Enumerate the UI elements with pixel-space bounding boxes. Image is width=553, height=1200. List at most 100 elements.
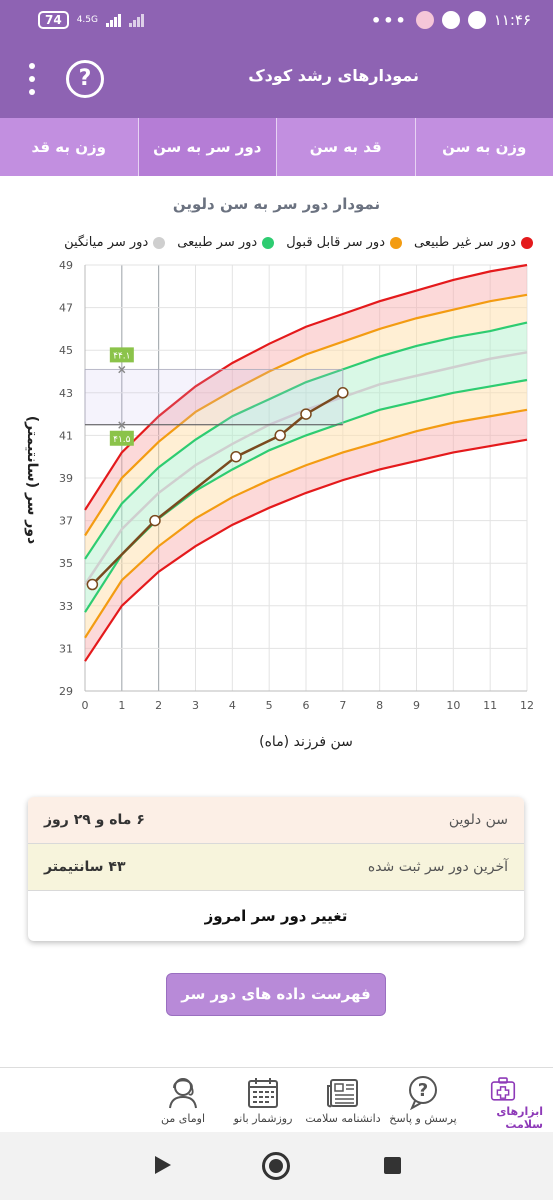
curve-abnormal_low (84, 438, 528, 662)
child-data-point (86, 578, 99, 591)
child-series-line (91, 391, 344, 586)
child-data-point (230, 450, 242, 463)
recent-apps-icon[interactable] (384, 1157, 401, 1174)
tab-head-for-age[interactable]: دور سر به سن (137, 118, 276, 176)
status-right: ••• ۱۱:۴۶ (371, 11, 531, 30)
x-tick-label: 9 (413, 699, 420, 712)
tab-weight-for-age[interactable]: وزن به سن (414, 118, 553, 176)
battery-icon: 74 (38, 11, 69, 29)
nav-label-encyclopedia: دانشنامه سلامت (305, 1112, 381, 1125)
x-tick-label: 5 (266, 699, 273, 712)
x-tick-label: 1 (118, 699, 125, 712)
nav-my-profile[interactable]: اومای من (143, 1068, 223, 1131)
nav-encyclopedia[interactable]: دانشنامه سلامت (303, 1068, 383, 1131)
first-aid-kit-icon (490, 1077, 516, 1101)
x-tick-label: 6 (303, 699, 310, 712)
system-nav-bar (0, 1132, 553, 1200)
y-tick-label: 29 (59, 685, 73, 698)
head-circumference-chart: 0 1 2 3 4 5 6 7 8 9 10 11 122931333537394143454749×۴… (59, 259, 534, 712)
signal-icon-2 (129, 13, 144, 27)
x-tick-label: 3 (192, 699, 199, 712)
newspaper-icon (327, 1079, 358, 1108)
legend-acceptable[interactable]: دور سر قابل قبول (286, 235, 402, 250)
chart-title: نمودار دور سر به سن دلوین (172, 195, 381, 213)
age-value: ۶ ماه و ۲۹ روز (44, 812, 145, 828)
status-bar: 74 4.5G ••• ۱۱:۴۶ (0, 0, 553, 40)
nav-questions[interactable]: ? پرسش و پاسخ (383, 1068, 463, 1131)
legend-label-acceptable: دور سر قابل قبول (286, 235, 385, 250)
y-tick-label: 31 (59, 642, 73, 655)
overflow-menu-icon[interactable] (22, 60, 42, 98)
x-tick-label: 12 (520, 699, 534, 712)
legend-normal[interactable]: دور سر طبیعی (177, 235, 275, 250)
x-tick-label: 2 (155, 699, 162, 712)
band-normal (85, 322, 527, 613)
help-icon[interactable]: ? (66, 60, 104, 98)
notification-avatar-icon (415, 11, 434, 29)
y-tick-label: 43 (59, 387, 73, 400)
last-record-value: ۴۳ سانتیمتر (44, 859, 126, 875)
y-tick-label: 45 (59, 344, 73, 357)
woman-avatar-icon (169, 1078, 197, 1109)
y-tick-label: 37 (59, 515, 73, 528)
y-tick-label: 49 (59, 259, 73, 272)
child-data-point (274, 429, 286, 442)
x-tick-label: 4 (229, 699, 236, 712)
y-tick-label: 33 (59, 600, 73, 613)
curve-abnormal_high (84, 263, 528, 511)
tab-weight-for-height[interactable]: وزن به قد (31, 138, 106, 156)
last-record-label: آخرین دور سر ثبت شده (367, 859, 508, 875)
nav-health-tools[interactable]: ابزارهای سلامت (463, 1068, 543, 1131)
whatsapp-icon (467, 11, 486, 29)
y-tick-label: 47 (59, 302, 73, 315)
legend-median[interactable]: دور سر میانگین (64, 235, 166, 250)
x-axis-label: سن فرزند (ماه) (259, 734, 353, 750)
annotation-badge (109, 347, 134, 363)
y-axis-label: دور سر (سانتیمتر) (24, 415, 40, 545)
question-bubble-icon: ? (409, 1076, 437, 1110)
change-today-button[interactable]: تغییر دور سر امروز (204, 907, 348, 925)
legend-label-abnormal: دور سر غیر طبیعی (413, 235, 516, 250)
band-acceptable-high (85, 294, 527, 559)
signal-icon (106, 13, 121, 27)
x-tick-label: 11 (483, 699, 497, 712)
x-tick-label: 8 (376, 699, 383, 712)
bottom-nav: ابزارهای سلامت ? پرسش و پاسخ دانشنامه سل… (0, 1067, 553, 1131)
calendar-icon (248, 1078, 278, 1108)
tab-height-for-age[interactable]: قد به سن (276, 118, 415, 176)
child-data-point (337, 387, 349, 399)
chart-legend: دور سر غیر طبیعی دور سر قابل قبول دور سر… (64, 235, 533, 250)
legend-label-median: دور سر میانگین (64, 235, 149, 250)
x-tick-label: 10 (446, 699, 460, 712)
x-tick-label: 7 (339, 699, 346, 712)
legend-dot-acceptable (389, 236, 402, 249)
curve-acceptable_high (84, 293, 528, 537)
nav-label-calendar: روزشمار بانو (233, 1112, 293, 1125)
y-tick-label: 39 (59, 472, 73, 485)
annotation-marker: × (117, 362, 127, 376)
curve-acceptable_low (84, 408, 528, 639)
nav-label-my-profile: اومای من (161, 1112, 205, 1125)
notification-app-icon (441, 11, 460, 29)
page-title: نمودارهای رشد کودک (248, 66, 419, 85)
annotation-label: ۴۱.۵ (113, 435, 131, 445)
band-abnormal-high (85, 265, 527, 536)
nav-label-questions: پرسش و پاسخ (389, 1112, 457, 1125)
annotation-label: ۴۴.۱ (113, 351, 130, 361)
data-list-button[interactable]: فهرست داده های دور سر دلوین (166, 973, 386, 1044)
x-tick-label: 0 (82, 699, 89, 712)
y-tick-label: 35 (59, 557, 73, 570)
legend-abnormal[interactable]: دور سر غیر طبیعی (414, 235, 533, 250)
back-icon[interactable] (155, 1156, 171, 1174)
legend-label-normal: دور سر طبیعی (177, 235, 258, 250)
home-icon[interactable] (262, 1152, 290, 1180)
status-time: ۱۱:۴۶ (493, 11, 531, 29)
legend-dot-median (153, 236, 166, 249)
y-tick-label: 41 (59, 429, 73, 442)
annotation-badge (109, 430, 134, 446)
info-card: سن دلوین ۶ ماه و ۲۹ روز آخرین دور سر ثبت… (28, 797, 524, 941)
app-bar: ? نمودارهای رشد کودک (0, 40, 553, 118)
nav-calendar[interactable]: روزشمار بانو (223, 1068, 303, 1131)
band-acceptable-low (85, 380, 527, 638)
legend-dot-normal (262, 236, 275, 249)
